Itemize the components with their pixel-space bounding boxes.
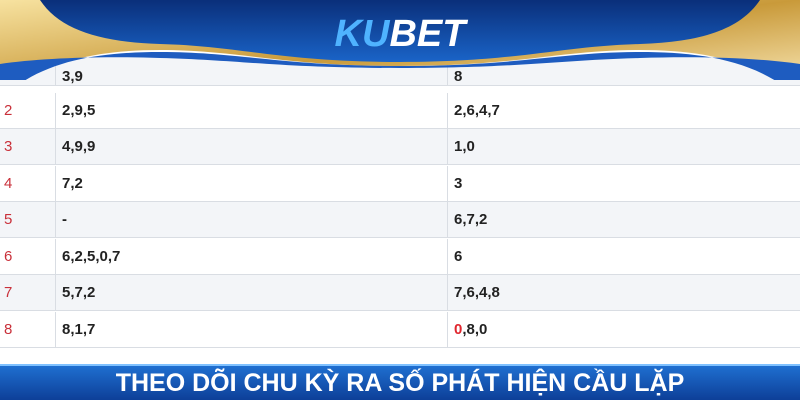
row-index: 5	[4, 211, 13, 228]
row-index: 8	[4, 320, 13, 338]
header-banner: KUBET	[0, 0, 800, 80]
left-cell: -	[55, 202, 447, 238]
right-cell: 3	[447, 165, 800, 202]
caption-banner: THEO DÕI CHU KỲ RA SỐ PHÁT HIỆN CẦU LẶP	[0, 364, 800, 400]
table-row: 6 6,2,5,0,7 6	[0, 238, 800, 275]
right-cell: 1,0	[447, 129, 800, 165]
table-row: 2 2,9,5 2,6,4,7	[0, 92, 800, 129]
blue-swoosh	[40, 0, 760, 62]
right-value: ,8,0	[462, 320, 488, 338]
left-cell: 2,9,5	[55, 92, 447, 129]
row-index: 3	[4, 138, 13, 155]
table-row: 4 7,2 3	[0, 165, 800, 202]
right-value: 7,6,4,8	[454, 284, 500, 301]
left-cell: 7,2	[55, 165, 447, 202]
left-cell: 6,2,5,0,7	[55, 238, 447, 275]
table-row: 5 -6,7,2	[0, 202, 800, 238]
right-value: 6	[454, 247, 463, 265]
right-cell: 2,6,4,7	[447, 92, 800, 129]
row-index: 6	[4, 247, 13, 265]
right-cell: 0,8,0	[447, 311, 800, 348]
right-value: 2,6,4,7	[454, 101, 500, 119]
left-cell: 5,7,2	[55, 275, 447, 311]
highlight-digit: 0	[454, 320, 463, 338]
right-value: 6,7,2	[454, 211, 488, 228]
caption: THEO DÕI CHU KỲ RA SỐ PHÁT HIỆN CẦU LẶP	[115, 369, 685, 397]
right-cell: 6,7,2	[447, 202, 800, 238]
row-index: 2	[4, 101, 13, 119]
table-row: 3 4,9,9 1,0	[0, 129, 800, 165]
right-value: 3	[454, 174, 463, 192]
left-cell: 8,1,7	[55, 311, 447, 348]
logo-ku: KU	[335, 13, 391, 55]
table-row: 7 5,7,2 7,6,4,8	[0, 275, 800, 311]
right-value: 1,0	[454, 138, 475, 155]
table-row: 8 8,1,7 0,8,0	[0, 311, 800, 348]
right-cell: 6	[447, 238, 800, 275]
row-index: 4	[4, 174, 13, 192]
logo: KUBET	[335, 13, 469, 55]
left-cell: 4,9,9	[55, 129, 447, 165]
right-cell: 7,6,4,8	[447, 275, 800, 311]
logo-bet: BET	[389, 13, 468, 55]
left-cell: 3,9	[55, 56, 447, 86]
result-table: 3,9 8 2 2,9,5 2,6,4,7 3 4,9,9 1,0 4 7,2 3 5-6,7,2 6 6…	[0, 56, 800, 372]
right-cell: 8	[447, 56, 800, 86]
blue-edge	[0, 52, 800, 80]
row-index: 7	[4, 284, 13, 301]
right-value: 8	[454, 68, 463, 85]
